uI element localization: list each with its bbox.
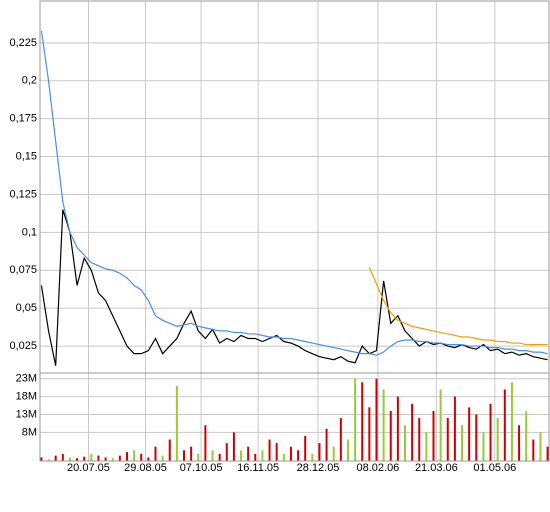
volume-bar — [61, 453, 64, 461]
volume-bar — [76, 458, 79, 461]
volume-bar — [332, 446, 335, 461]
volume-bar — [147, 457, 150, 461]
y-tick-label: 0,025 — [9, 340, 37, 352]
volume-bar — [439, 389, 442, 461]
volume-bar — [133, 450, 136, 461]
volume-bar — [190, 446, 193, 461]
volume-bar — [282, 453, 285, 461]
x-tick-label: 29.08.05 — [124, 462, 167, 474]
x-tick-label: 07.10.05 — [180, 462, 223, 474]
volume-bar — [525, 410, 528, 461]
volume-bar — [154, 446, 157, 461]
volume-bar — [518, 425, 521, 461]
volume-bar — [225, 443, 228, 461]
volume-bar — [261, 450, 264, 461]
volume-bar — [361, 382, 364, 461]
volume-bar — [446, 418, 449, 461]
volume-bar — [240, 450, 243, 461]
volume-bar — [346, 439, 349, 461]
volume-bar — [418, 418, 421, 461]
volume-bar — [432, 410, 435, 461]
volume-bar — [396, 396, 399, 461]
x-tick-label: 08.02.06 — [356, 462, 399, 474]
volume-bar — [211, 450, 214, 461]
volume-bar — [510, 382, 513, 461]
y-tick-label: 0,125 — [9, 188, 37, 200]
volume-bar — [97, 455, 100, 461]
x-tick-label: 01.05.06 — [473, 462, 516, 474]
volume-bar — [125, 452, 128, 461]
volume-bar — [475, 414, 478, 461]
y-tick-label: 0,2 — [22, 75, 37, 87]
y-tick-label: 0,05 — [16, 302, 37, 314]
volume-bar — [54, 455, 57, 461]
volume-bar — [546, 446, 549, 461]
volume-bar — [311, 453, 314, 461]
volume-bar — [382, 389, 385, 461]
volume-bar — [90, 453, 93, 461]
volume-bar — [275, 443, 278, 461]
y-tick-label: 0,175 — [9, 113, 37, 125]
volume-bar — [83, 456, 86, 461]
volume-bar — [289, 446, 292, 461]
volume-bar — [161, 455, 164, 461]
volume-bar — [503, 389, 506, 461]
x-tick-label: 16.11.05 — [237, 462, 279, 474]
plot-area — [39, 0, 550, 383]
volume-bar — [254, 453, 257, 461]
y-tick-label: 18M — [16, 391, 37, 403]
y-tick-label: 0,075 — [9, 264, 37, 276]
volume-bar — [232, 432, 235, 461]
volume-bar — [218, 453, 221, 461]
volume-bar — [368, 407, 371, 461]
volume-bar — [325, 428, 328, 461]
x-tick-label: 20.07.05 — [67, 462, 110, 474]
volume-bar — [68, 457, 71, 461]
y-tick-label: 13M — [16, 408, 37, 420]
plot-border — [39, 372, 550, 462]
volume-bar — [461, 425, 464, 461]
volume-bar — [197, 453, 200, 461]
volume-bar — [247, 446, 250, 461]
volume-bar — [111, 458, 114, 461]
y-tick-label: 0,15 — [16, 150, 37, 162]
volume-bar — [489, 403, 492, 461]
volume-bar — [104, 457, 107, 461]
volume-bar — [183, 450, 186, 461]
volume-bar — [468, 407, 471, 461]
y-tick-label: 23M — [16, 373, 37, 385]
volume-bar — [175, 385, 178, 461]
plot-area — [39, 372, 550, 462]
volume-bar — [297, 450, 300, 461]
volume-bar — [425, 432, 428, 461]
y-tick-label: 0,1 — [22, 226, 37, 238]
volume-bar — [389, 410, 392, 461]
volume-bar — [339, 418, 342, 461]
volume-bar — [47, 459, 50, 461]
volume-bar — [140, 453, 143, 461]
volume-bar — [118, 455, 121, 461]
price-line — [368, 266, 548, 346]
volume-bar — [268, 439, 271, 461]
volume-bar — [168, 439, 171, 461]
volume-bar — [40, 457, 43, 461]
volume-bar — [539, 432, 542, 461]
price-line — [40, 30, 548, 356]
volume-bar — [354, 378, 357, 461]
volume-bar — [453, 396, 456, 461]
volume-bar — [204, 425, 207, 461]
volume-bar — [403, 425, 406, 461]
volume-bar — [482, 432, 485, 461]
volume-bar — [304, 435, 307, 461]
y-tick-label: 0,225 — [9, 37, 37, 49]
volume-bar — [411, 403, 414, 461]
volume-bar — [496, 418, 499, 461]
volume-bar — [532, 439, 535, 461]
x-tick-label: 21.03.06 — [415, 462, 458, 474]
volume-bar — [318, 443, 321, 461]
y-tick-label: 8M — [22, 426, 37, 438]
x-tick-label: 28.12.05 — [297, 462, 340, 474]
volume-bar — [375, 378, 378, 461]
